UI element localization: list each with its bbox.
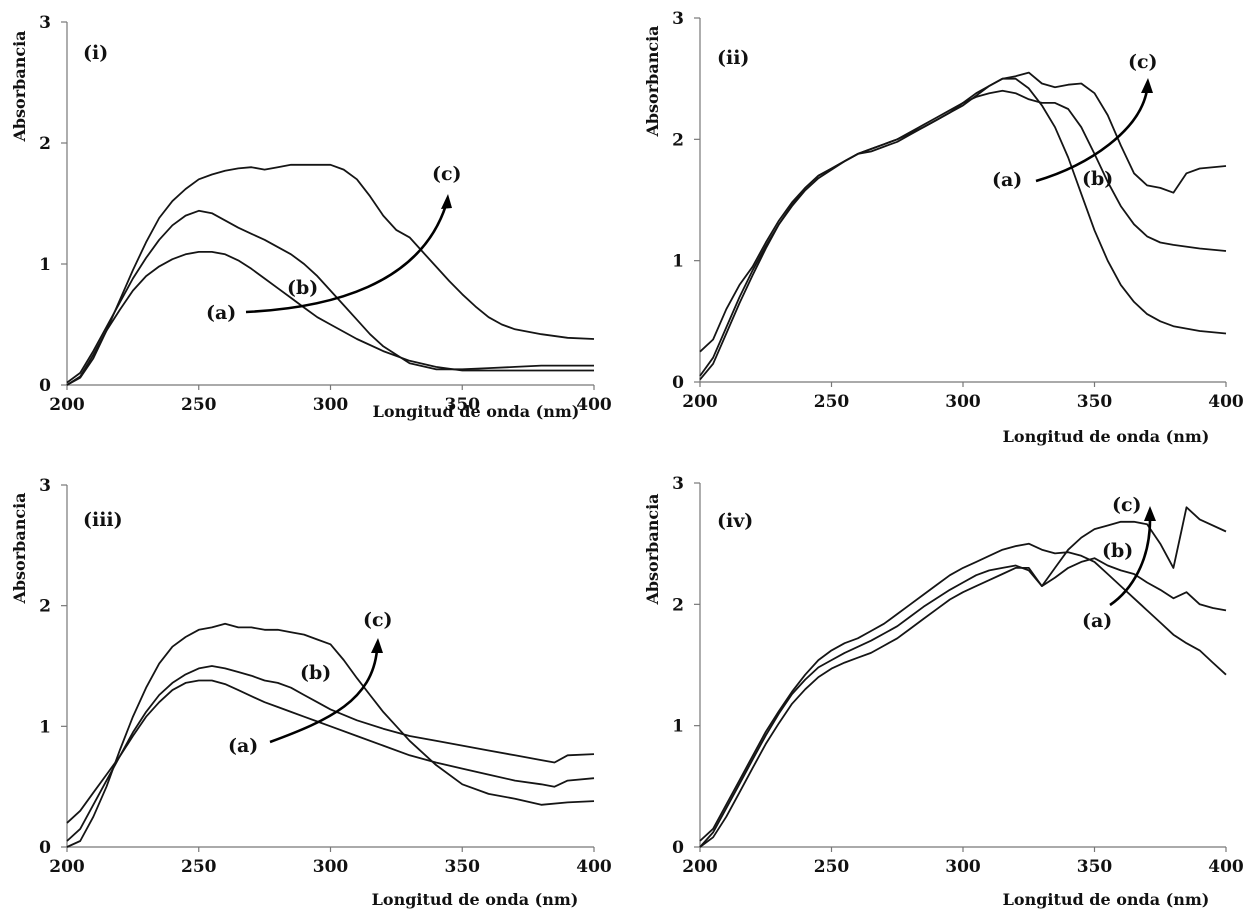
x-tick-label: 200 [682, 857, 718, 877]
x-tick-label: 400 [1208, 857, 1244, 877]
x-axis-label: Longitud de onda (nm) [1003, 427, 1210, 446]
panel-label: (iv) [717, 510, 753, 532]
x-tick-label: 200 [49, 395, 85, 415]
series-line-b [66, 665, 595, 842]
panel-label: (ii) [717, 47, 749, 69]
label-c: (c) [1112, 494, 1142, 516]
trend-arrow [245, 204, 448, 314]
x-tick-label: 200 [49, 857, 85, 877]
y-tick-label: 2 [672, 130, 684, 150]
x-tick-label: 400 [1208, 392, 1244, 412]
y-tick-label: 0 [39, 376, 51, 396]
trend-arrow [269, 649, 379, 744]
label-c: (c) [432, 163, 462, 185]
trend-arrow [1035, 89, 1149, 183]
y-tick-label: 0 [39, 838, 51, 858]
label-b: (b) [1102, 540, 1133, 562]
x-tick-label: 200 [682, 392, 718, 412]
label-b: (b) [1082, 168, 1113, 190]
y-tick-label: 1 [39, 255, 51, 275]
label-a: (a) [228, 735, 258, 757]
label-b: (b) [287, 277, 318, 299]
y-tick-label: 2 [672, 595, 684, 615]
series-line-c [66, 622, 595, 848]
y-tick-label: 1 [672, 717, 684, 737]
series-line-c [699, 506, 1227, 848]
x-axis-label: Longitud de onda (nm) [372, 890, 579, 909]
y-tick-label: 3 [672, 9, 684, 29]
label-c: (c) [363, 609, 393, 631]
series-line-c [66, 163, 595, 386]
label-a: (a) [1082, 610, 1112, 632]
y-axis-label: Absorbancia [10, 30, 29, 142]
x-tick-label: 350 [1077, 857, 1113, 877]
x-tick-label: 300 [945, 857, 981, 877]
series-line-a [699, 542, 1227, 842]
y-tick-label: 3 [39, 476, 51, 496]
y-tick-label: 1 [39, 717, 51, 737]
series-line-a [66, 251, 594, 386]
label-a: (a) [992, 169, 1022, 191]
label-c: (c) [1128, 51, 1158, 73]
y-tick-label: 0 [672, 373, 684, 393]
series-line-c [699, 71, 1227, 381]
panel-iv: 0 1 2 3 200 250 300 350 400 (iv) Absorbancia Lon… [643, 474, 1244, 909]
y-tick-label: 3 [39, 13, 51, 33]
x-tick-label: 350 [445, 857, 481, 877]
x-tick-label: 250 [814, 857, 850, 877]
y-axis-label: Absorbancia [643, 25, 662, 137]
arrowhead-icon [1141, 78, 1153, 93]
series-line-b [66, 209, 594, 384]
y-tick-label: 1 [672, 252, 684, 272]
x-tick-label: 250 [181, 857, 217, 877]
x-tick-label: 350 [1077, 392, 1113, 412]
series-line-a [66, 679, 595, 824]
y-tick-label: 3 [672, 474, 684, 494]
x-axis-label: Longitud de onda (nm) [1003, 890, 1210, 909]
x-axis-label: Longitud de onda (nm) [373, 402, 580, 421]
y-axis-label: Absorbancia [643, 493, 662, 605]
x-tick-label: 300 [313, 857, 349, 877]
y-tick-label: 2 [39, 134, 51, 154]
x-tick-label: 250 [814, 392, 850, 412]
x-tick-label: 400 [576, 395, 612, 415]
y-tick-label: 2 [39, 597, 51, 617]
panel-label: (iii) [83, 509, 123, 531]
x-tick-label: 350 [445, 395, 481, 415]
y-tick-label: 0 [672, 838, 684, 858]
series-line-b [699, 557, 1227, 848]
x-tick-label: 300 [313, 395, 349, 415]
arrowhead-icon [441, 194, 452, 209]
y-axis-label: Absorbancia [10, 492, 29, 604]
panel-label: (i) [83, 42, 108, 64]
label-a: (a) [206, 302, 236, 324]
arrowhead-icon [1144, 506, 1156, 521]
series-line-b [699, 89, 1227, 377]
arrowhead-icon [371, 638, 383, 653]
panel-iii: 0 1 2 3 200 250 300 350 400 (iii) Absorbancia Lo… [10, 476, 612, 909]
panel-i: 0 1 2 3 200 250 300 350 400 (i) Absorbancia Long… [10, 13, 612, 421]
x-tick-label: 300 [945, 392, 981, 412]
x-tick-label: 250 [181, 395, 217, 415]
trend-arrow [1109, 519, 1152, 607]
x-tick-label: 400 [576, 857, 612, 877]
label-b: (b) [300, 662, 331, 684]
series-line-a [699, 77, 1227, 353]
panel-ii: 0 1 2 3 200 250 300 350 400 (ii) Absorbancia Lon… [643, 9, 1244, 446]
